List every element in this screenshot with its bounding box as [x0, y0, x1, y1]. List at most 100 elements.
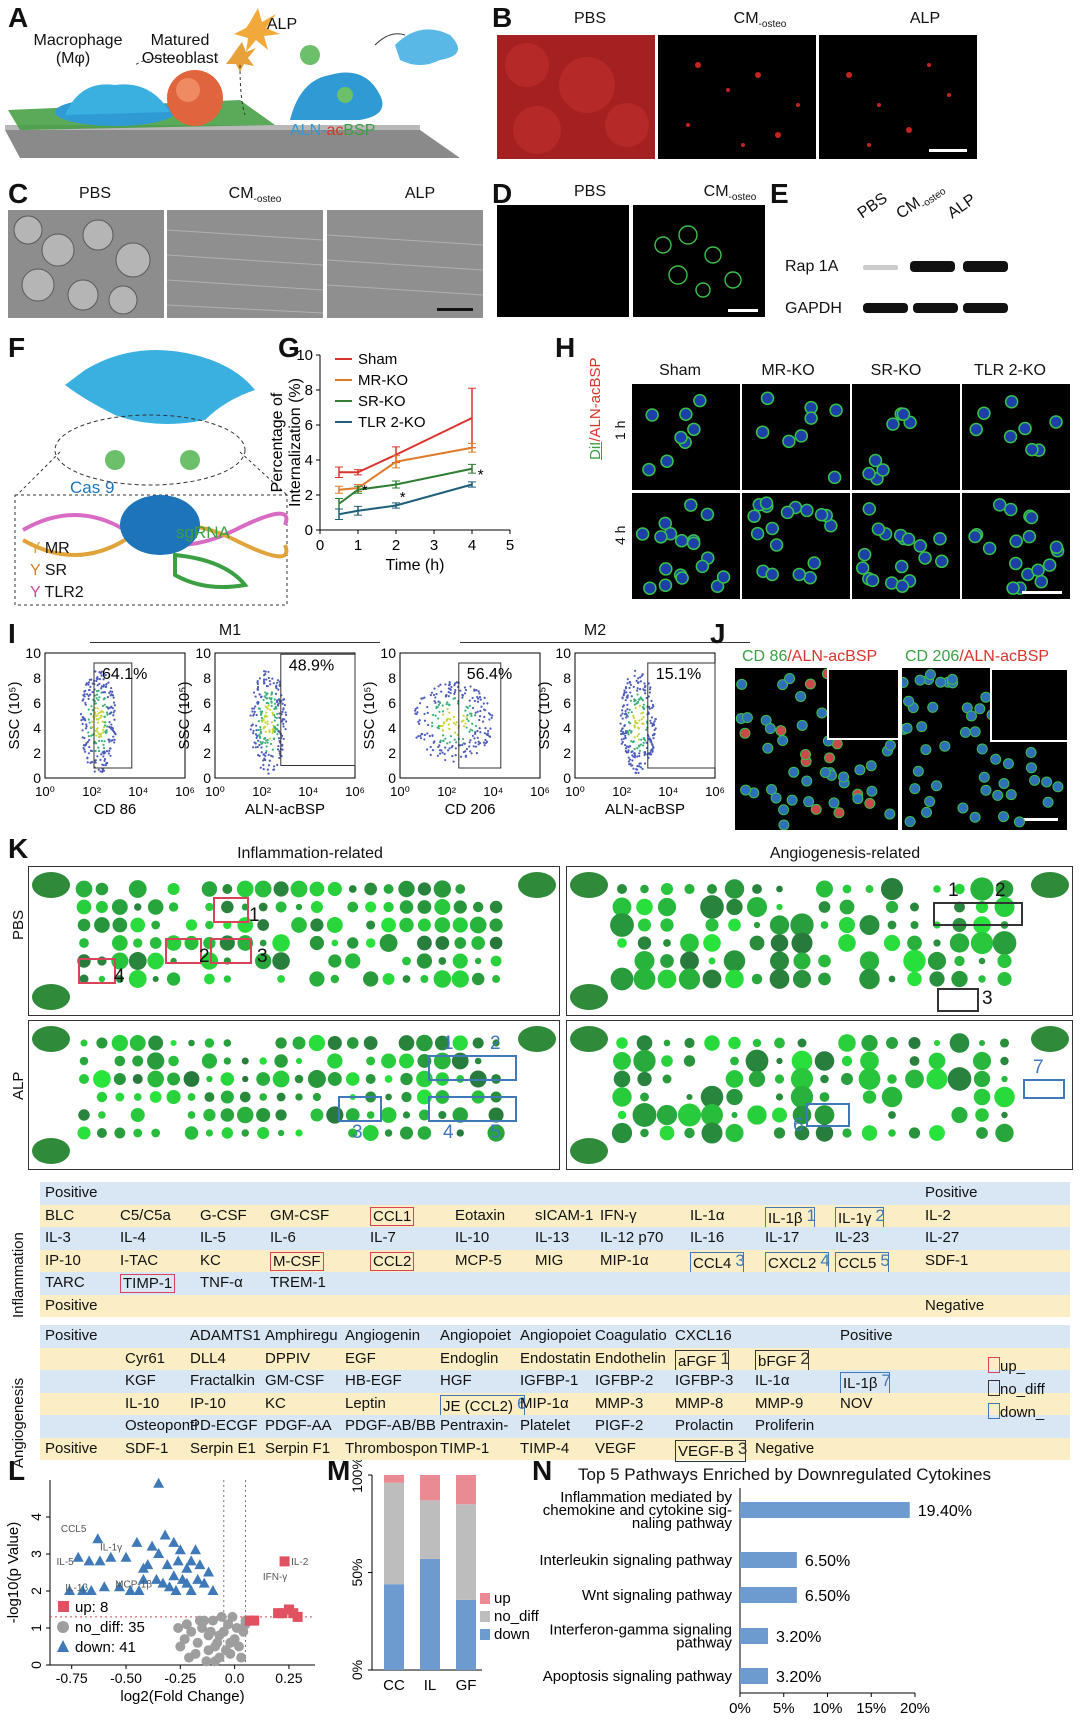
- array-spot: [434, 1035, 450, 1051]
- flow-point: [274, 692, 278, 696]
- flow-point: [277, 737, 281, 740]
- flow-point: [252, 729, 255, 732]
- table-cell: I-TAC: [120, 1251, 159, 1269]
- flow-point: [262, 674, 266, 677]
- flow-point: [627, 751, 630, 754]
- alp-infl-box-3: [338, 1096, 382, 1122]
- flow-point: [100, 687, 103, 690]
- flow-point: [90, 705, 93, 708]
- array-spot: [842, 884, 852, 894]
- flow-point: [464, 688, 468, 692]
- n-category-label: Interferon-gamma signaling: [549, 1622, 732, 1639]
- flow-point: [91, 726, 94, 729]
- array-spot: [471, 972, 485, 986]
- flow-point: [89, 749, 92, 752]
- flow-point: [626, 678, 629, 681]
- flow-point: [622, 737, 625, 740]
- array-spot: [637, 918, 652, 932]
- l-legend-marker: [57, 1621, 69, 1633]
- cell: [916, 721, 928, 733]
- array-spot: [791, 1050, 813, 1072]
- flow-point: [114, 733, 117, 736]
- array-spot: [610, 913, 634, 937]
- flow-point: [627, 760, 630, 763]
- l-annotation: IL-1γ: [100, 1542, 122, 1553]
- flow-point: [465, 705, 468, 708]
- flow-point: [643, 751, 646, 754]
- flow-point: [84, 727, 88, 730]
- l-point-nodiff: [184, 1652, 195, 1663]
- flow-xtick-label: 10⁰: [390, 784, 410, 799]
- flow-point: [275, 681, 279, 684]
- flow-point: [254, 733, 258, 736]
- l-point-nodiff: [173, 1623, 184, 1633]
- l-point-nodiff: [231, 1623, 242, 1633]
- flow-frame: [399, 652, 541, 779]
- flow-point: [641, 706, 645, 709]
- array-spot: [345, 1072, 360, 1086]
- aln-acbsp-label: ALN-acBSP: [290, 122, 376, 139]
- panel-e-gapdh-label: GAPDH: [785, 300, 842, 317]
- l-xtick-label: 0.25: [275, 1670, 302, 1686]
- flow-point: [268, 729, 271, 732]
- array-spot: [616, 1037, 628, 1049]
- array-spot: [383, 884, 394, 894]
- n-xtick-label: 20%: [900, 1700, 930, 1717]
- flow-point: [487, 712, 491, 715]
- flow-point: [438, 710, 441, 713]
- array-spot: [657, 969, 677, 989]
- flow-point: [420, 697, 423, 700]
- flow-point: [271, 713, 274, 716]
- array-spot: [79, 974, 89, 984]
- cell: [969, 726, 981, 738]
- table-cell: TIMP-4: [520, 1439, 570, 1457]
- flow-point: [255, 736, 258, 740]
- flow-point: [267, 764, 271, 767]
- array-spot: [452, 1107, 468, 1123]
- flow-point: [268, 737, 271, 740]
- cell: [946, 673, 958, 685]
- flow-point: [478, 742, 482, 745]
- array-spot: [975, 1108, 989, 1122]
- flow-ytick-label: 0: [563, 770, 571, 786]
- flow-point: [624, 685, 628, 689]
- flow-xtick-label: 10⁶: [175, 784, 195, 799]
- table-cell: Thrombospon: [345, 1439, 438, 1457]
- flow-point: [102, 726, 106, 729]
- flow-point: [100, 753, 103, 756]
- array-spot: [434, 917, 451, 933]
- l-ylabel: -log10(p Value): [5, 1522, 22, 1623]
- cell: [1025, 747, 1037, 759]
- table-cell: MMP-9: [755, 1394, 804, 1412]
- flow-point: [453, 690, 457, 694]
- array-spot: [489, 918, 503, 932]
- array-corner-spot: [32, 984, 70, 1010]
- array-spot: [259, 1057, 267, 1065]
- flow-point: [415, 736, 418, 739]
- panel-h-image-r1-c4: [962, 384, 1070, 490]
- array-spot: [203, 1108, 216, 1122]
- array-spot: [381, 917, 396, 933]
- flow-point: [272, 682, 275, 685]
- array-spot: [365, 901, 377, 913]
- cell: [710, 579, 725, 594]
- array-spot: [129, 1035, 146, 1051]
- panel-h-image-r2-c4: [962, 493, 1070, 599]
- g-xtick-label: 1: [354, 537, 362, 554]
- flow-point: [482, 702, 485, 705]
- table-cell: Angiogenin: [345, 1327, 421, 1344]
- flow-point: [111, 727, 114, 730]
- flow-ytick-label: 4: [203, 720, 211, 736]
- l-point-up: [292, 1611, 303, 1622]
- table-cell: Leptin: [345, 1394, 386, 1412]
- flow-point: [272, 768, 275, 771]
- table-cell: bFGF 2: [755, 1349, 810, 1372]
- flow-point: [474, 732, 477, 735]
- array-spot: [295, 1057, 303, 1065]
- table-cell: IP-10: [45, 1251, 81, 1269]
- cell: [969, 811, 981, 823]
- flow-point: [477, 690, 480, 693]
- flow-point: [94, 706, 97, 710]
- cell: [978, 771, 990, 783]
